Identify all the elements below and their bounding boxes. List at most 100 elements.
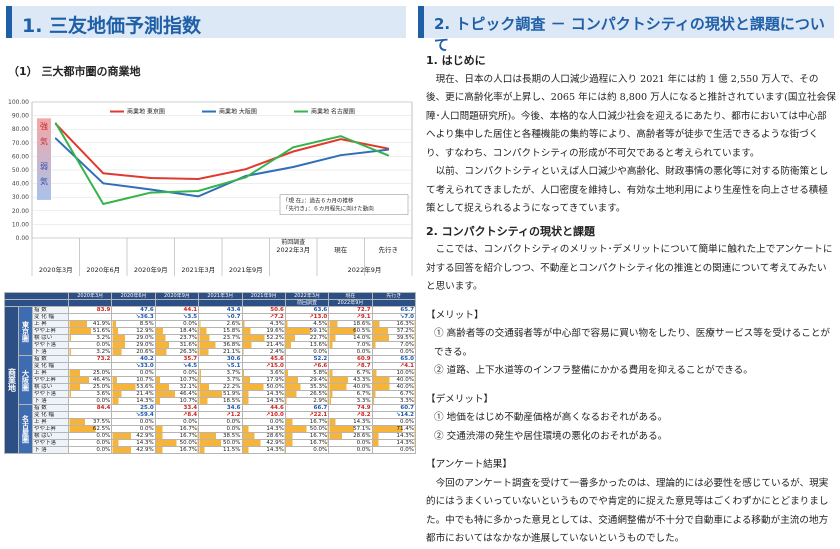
index-value: 35.7	[154, 355, 200, 363]
percent-cell: 11.5%	[198, 446, 243, 454]
percent-cell: 23.7%	[154, 334, 200, 342]
percent-cell: 0.0%	[111, 425, 156, 433]
data-point	[149, 177, 152, 179]
data-point	[102, 172, 105, 175]
percent-cell: 0.0%	[154, 320, 200, 328]
percent-cell: 0.0%	[67, 439, 113, 447]
heading-intro: 1. はじめに	[426, 54, 486, 67]
index-value: 60.9	[328, 355, 373, 363]
index-value: 43.4	[198, 306, 243, 314]
percent-cell: 21.1%	[198, 348, 243, 356]
percent-cell: 10.0%	[371, 369, 416, 377]
y-tick-label: 0.00	[16, 235, 30, 242]
distribution-row: 上 昇 25.0% 0.0% 0.0% 3.7% 3.6% 5.8% 6.7% 10.0%	[5, 369, 416, 377]
change-value: ↗8.7	[328, 362, 373, 370]
demerit-item-1: ① 地価をはじめ不動産価格が高くなるおそれがある。	[434, 412, 668, 423]
x-tick-label: 先行き	[379, 245, 399, 254]
percent-cell: 42.9%	[241, 439, 286, 447]
percent-cell: 14.3%	[241, 390, 286, 398]
percent-cell: 14.3%	[111, 439, 156, 447]
row-label: やや下落	[32, 341, 69, 349]
percent-cell: 3.3%	[371, 397, 416, 405]
index-value: 34.6	[198, 404, 243, 412]
percent-cell: 60.5%	[328, 327, 373, 335]
data-point	[339, 135, 342, 138]
percent-cell: 35.3%	[284, 383, 330, 391]
change-value: ↘4.5	[154, 362, 200, 370]
col-header: 2020年9月	[154, 292, 200, 300]
percent-cell: 10.7%	[154, 376, 200, 384]
percent-cell: 6.7%	[328, 369, 373, 377]
data-point	[54, 137, 57, 140]
distribution-row: 上 昇 37.5% 0.0% 0.0% 0.0% 0.0% 16.7% 14.3% 0.0%	[5, 418, 416, 426]
change-value: ↗9.1	[328, 313, 373, 321]
row-label: 変 化 幅	[32, 313, 69, 321]
distribution-row: 横 ばい 25.0% 53.6% 32.1% 22.2% 50.0% 35.3% 40.0% 4…	[5, 383, 416, 391]
percent-cell: 0.0%	[67, 341, 113, 349]
col-header: 現在	[328, 292, 373, 300]
percent-cell: 10.7%	[154, 397, 200, 405]
row-label: 下 落	[32, 348, 69, 356]
survey-heading: 【アンケート結果】	[426, 459, 512, 470]
percent-cell: 0.0%	[371, 446, 416, 454]
strength-label: 気	[40, 136, 48, 146]
change-value: ↗7.2	[241, 313, 286, 321]
data-point	[292, 166, 295, 168]
y-tick-label: 20.00	[12, 208, 29, 215]
change-row: 変 化 幅 ↘59.4 ↗8.4 ↗1.2 ↗10.0 ↗22.1 ↗8.2 ↘14.2	[5, 411, 416, 419]
percent-cell: 32.1%	[154, 383, 200, 391]
index-value: 83.9	[67, 306, 113, 314]
percent-cell: 38.5%	[198, 432, 243, 440]
percent-cell: 16.7%	[154, 432, 200, 440]
percent-cell: 42.9%	[111, 446, 156, 454]
percent-cell: 3.7%	[198, 376, 243, 384]
change-value	[67, 362, 113, 370]
change-value: ↘5.1	[198, 362, 243, 370]
percent-cell: 2.4%	[241, 348, 286, 356]
percent-cell: 26.3%	[154, 348, 200, 356]
data-point	[149, 191, 152, 194]
x-tick-label: 2020年6月	[86, 265, 120, 274]
index-value: 66.7	[284, 404, 330, 412]
y-tick-label: 90.00	[12, 113, 29, 120]
row-label: やや下落	[32, 390, 69, 398]
data-point	[102, 203, 105, 205]
change-row: 変 化 幅 ↘36.3 ↘3.5 ↘0.7 ↗7.2 ↗13.0 ↗9.1 ↘7.0	[5, 313, 416, 321]
row-label: やや上昇	[32, 425, 69, 433]
data-point	[339, 154, 342, 157]
change-value: ↘59.4	[111, 411, 156, 419]
percent-cell: 29.0%	[111, 334, 156, 342]
corner-cell	[4, 299, 69, 307]
percent-cell: 0.0%	[371, 348, 416, 356]
distribution-row: 上 昇 41.9% 8.5% 0.0% 2.6% 4.3% 4.5% 18.6% 16.3%	[5, 320, 416, 328]
index-value: 44.1	[154, 306, 200, 314]
intro-paragraph-1: 現在、日本の人口は長期の人口減少過程に入り 2021 年には約 1 億 2,55…	[426, 73, 836, 159]
row-label: 変 化 幅	[32, 411, 69, 419]
percent-cell: 46.4%	[67, 376, 113, 384]
percent-cell: 29.4%	[284, 376, 330, 384]
index-value: 52.2	[284, 355, 330, 363]
index-value: 72.7	[328, 306, 373, 314]
y-tick-label: 80.00	[12, 126, 29, 133]
change-value: ↗10.0	[241, 411, 286, 419]
percent-cell: 6.7%	[328, 390, 373, 398]
percent-cell: 37.2%	[371, 327, 416, 335]
data-point	[244, 176, 247, 179]
index-value: 50.6	[241, 306, 286, 314]
x-group-label: 前回調査	[281, 238, 305, 246]
index-value: 45.6	[241, 355, 286, 363]
x-tick-label: 2020年3月	[39, 265, 73, 274]
percent-cell: 4.5%	[284, 320, 330, 328]
index-value: 47.6	[111, 306, 156, 314]
percent-cell: 53.6%	[111, 383, 156, 391]
chart-note: 「現 在」：過去６カ月の推移	[283, 197, 354, 205]
index-row: 大阪圏指 数 73.2 40.2 35.7 30.6 45.6 52.2 60.9 65.0	[5, 355, 416, 405]
percent-cell: 0.0%	[198, 425, 243, 433]
percent-cell: 40.0%	[328, 383, 373, 391]
y-tick-label: 60.00	[12, 153, 29, 160]
x-tick-label: 2020年9月	[134, 265, 168, 274]
percent-cell: 62.5%	[67, 425, 113, 433]
percent-cell: 0.0%	[328, 348, 373, 356]
index-value: 33.4	[154, 404, 200, 412]
percent-cell: 4.3%	[241, 320, 286, 328]
